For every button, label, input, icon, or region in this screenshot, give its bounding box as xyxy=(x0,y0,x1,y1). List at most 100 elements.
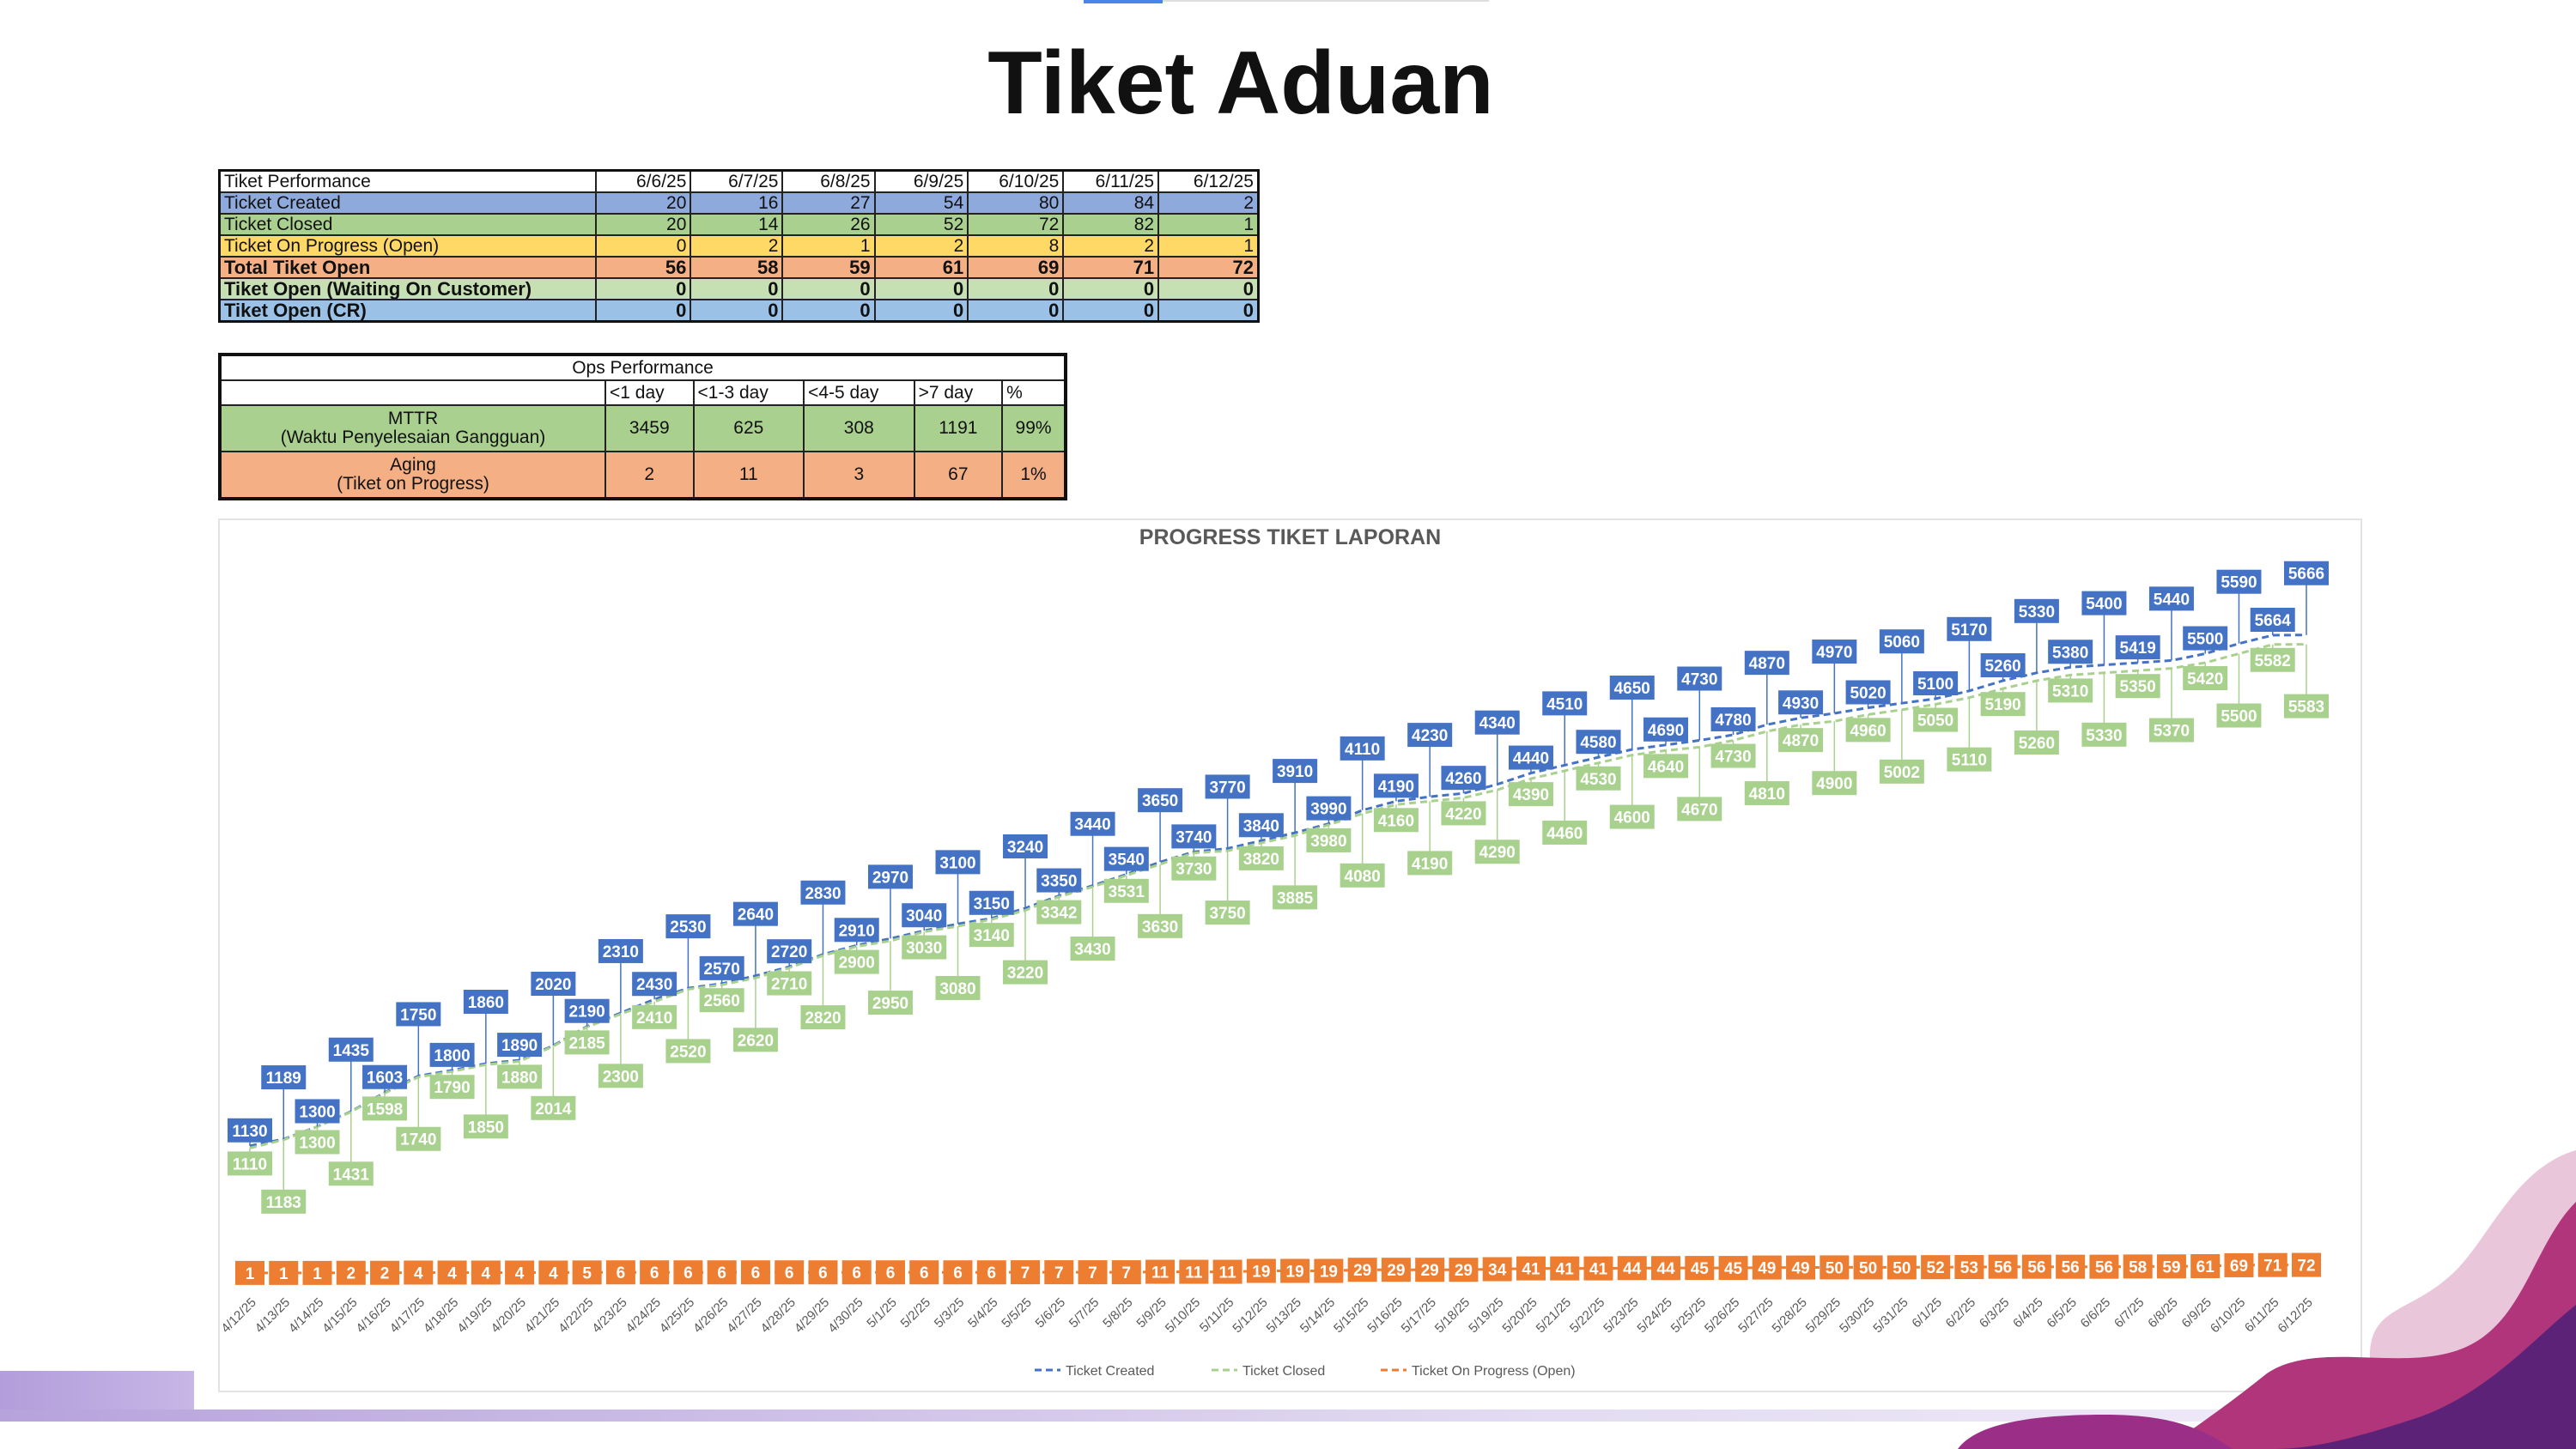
data-label-box xyxy=(1340,863,1385,888)
data-label: 69 xyxy=(2230,1258,2248,1276)
data-label-box xyxy=(2115,674,2160,699)
ops-cell-value: 1% xyxy=(1001,451,1066,500)
data-label-box xyxy=(1273,759,1318,784)
data-label-box xyxy=(572,1260,602,1285)
data-label: 41 xyxy=(1522,1261,1540,1279)
data-label: 45 xyxy=(1691,1260,1710,1278)
x-tick-label: 5/30/25 xyxy=(1837,1295,1877,1336)
data-label: 4510 xyxy=(1546,695,1583,713)
data-label-box xyxy=(673,1260,703,1285)
data-label: 4780 xyxy=(1715,712,1751,730)
x-tick-label: 6/8/25 xyxy=(2145,1295,2181,1331)
x-tick-label: 5/7/25 xyxy=(1066,1295,1103,1331)
x-tick-label: 5/14/25 xyxy=(1297,1295,1338,1336)
data-label-box xyxy=(2216,703,2262,728)
x-tick-label: 5/8/25 xyxy=(1100,1295,1136,1331)
data-label: 56 xyxy=(2095,1259,2113,1277)
data-label-box xyxy=(2250,608,2295,632)
x-tick-label: 6/10/25 xyxy=(2208,1295,2248,1336)
data-label: 5310 xyxy=(2052,682,2088,700)
data-label-box xyxy=(2123,1254,2153,1279)
data-label-box xyxy=(1171,824,1217,849)
data-label-box xyxy=(1980,652,2026,677)
data-label-box xyxy=(497,1033,543,1058)
data-label: 1603 xyxy=(367,1070,403,1088)
data-label: 2830 xyxy=(805,885,841,903)
x-tick-label: 5/31/25 xyxy=(1870,1295,1911,1336)
page-title: Tiket Aduan xyxy=(987,33,1494,133)
data-label-box xyxy=(841,1260,872,1285)
data-label-box xyxy=(2081,722,2127,747)
data-label: 1800 xyxy=(434,1047,470,1065)
cell-value: 56 xyxy=(595,256,692,279)
data-label: 5583 xyxy=(2288,699,2324,717)
cell-value: 0 xyxy=(781,277,876,300)
data-label-box xyxy=(531,1095,576,1120)
data-label-box xyxy=(1171,856,1217,881)
cell-value: 27 xyxy=(781,191,876,215)
data-label: 4810 xyxy=(1749,785,1785,803)
x-tick-label: 4/25/25 xyxy=(657,1295,697,1336)
cell-value: 0 xyxy=(1157,299,1260,323)
data-label: 2900 xyxy=(839,955,875,973)
data-label: 1890 xyxy=(501,1037,538,1055)
data-label: 6 xyxy=(683,1264,693,1282)
x-tick-label: 5/3/25 xyxy=(932,1295,968,1331)
data-label: 4730 xyxy=(1681,671,1717,689)
data-label: 3531 xyxy=(1109,883,1145,901)
data-label: 4290 xyxy=(1479,844,1516,862)
x-tick-label: 5/29/25 xyxy=(1803,1295,1844,1336)
data-label: 4190 xyxy=(1378,778,1414,796)
data-label: 5 xyxy=(582,1264,592,1282)
data-label-box xyxy=(699,988,744,1013)
data-label-box xyxy=(404,1260,434,1285)
x-tick-label: 5/21/25 xyxy=(1534,1295,1574,1336)
data-label: 3430 xyxy=(1074,941,1110,959)
data-label: 6 xyxy=(717,1264,726,1282)
data-label: 11 xyxy=(1219,1264,1237,1282)
x-tick-label: 4/16/25 xyxy=(353,1295,393,1336)
data-label: 52 xyxy=(1927,1259,1945,1277)
data-label-box xyxy=(775,1260,805,1285)
x-tick-label: 4/12/25 xyxy=(218,1295,258,1336)
data-label-box xyxy=(834,918,879,943)
data-label: 29 xyxy=(1455,1262,1473,1280)
data-label-box xyxy=(328,1037,374,1062)
data-label: 4930 xyxy=(1783,694,1819,712)
data-label-box xyxy=(1306,796,1352,821)
data-label: 3840 xyxy=(1243,817,1279,835)
data-label-box xyxy=(328,1161,374,1186)
x-tick-label: 5/13/25 xyxy=(1264,1295,1304,1336)
data-label-box xyxy=(1820,1255,1850,1280)
x-tick-label: 6/3/25 xyxy=(1977,1295,2013,1331)
data-label-box xyxy=(1138,913,1183,938)
cell-value: 1 xyxy=(1157,234,1260,258)
header-date: 6/10/25 xyxy=(967,169,1065,193)
x-tick-label: 5/18/25 xyxy=(1432,1295,1473,1336)
ops-row: MTTR (Waktu Penyelesaian Gangguan) 3459 625… xyxy=(219,404,1066,452)
data-label-box xyxy=(2148,586,2194,611)
data-label: 1598 xyxy=(367,1100,403,1119)
data-label-box xyxy=(867,864,913,889)
x-tick-label: 5/12/25 xyxy=(1230,1295,1270,1336)
data-label: 3750 xyxy=(1209,905,1245,923)
legend-label: Ticket Created xyxy=(1066,1364,1154,1379)
data-label: 1860 xyxy=(468,994,504,1012)
data-label: 41 xyxy=(1589,1261,1608,1279)
ops-cell-value: 308 xyxy=(803,404,915,452)
x-tick-label: 4/22/25 xyxy=(556,1295,596,1336)
data-label-box xyxy=(1347,1258,1377,1282)
cell-value: 0 xyxy=(595,277,692,300)
data-label: 5440 xyxy=(2154,591,2190,609)
data-label: 4970 xyxy=(1816,644,1852,662)
data-label-box xyxy=(2284,561,2329,585)
data-label-box xyxy=(834,949,879,974)
data-label-box xyxy=(665,1039,711,1064)
data-label: 2014 xyxy=(535,1100,572,1119)
data-label: 4190 xyxy=(1412,855,1448,873)
data-label-box xyxy=(429,1042,475,1067)
cell-value: 84 xyxy=(1062,191,1160,215)
x-tick-label: 4/29/25 xyxy=(792,1295,832,1336)
data-label-box xyxy=(2148,718,2194,743)
data-label: 5419 xyxy=(2120,640,2156,658)
